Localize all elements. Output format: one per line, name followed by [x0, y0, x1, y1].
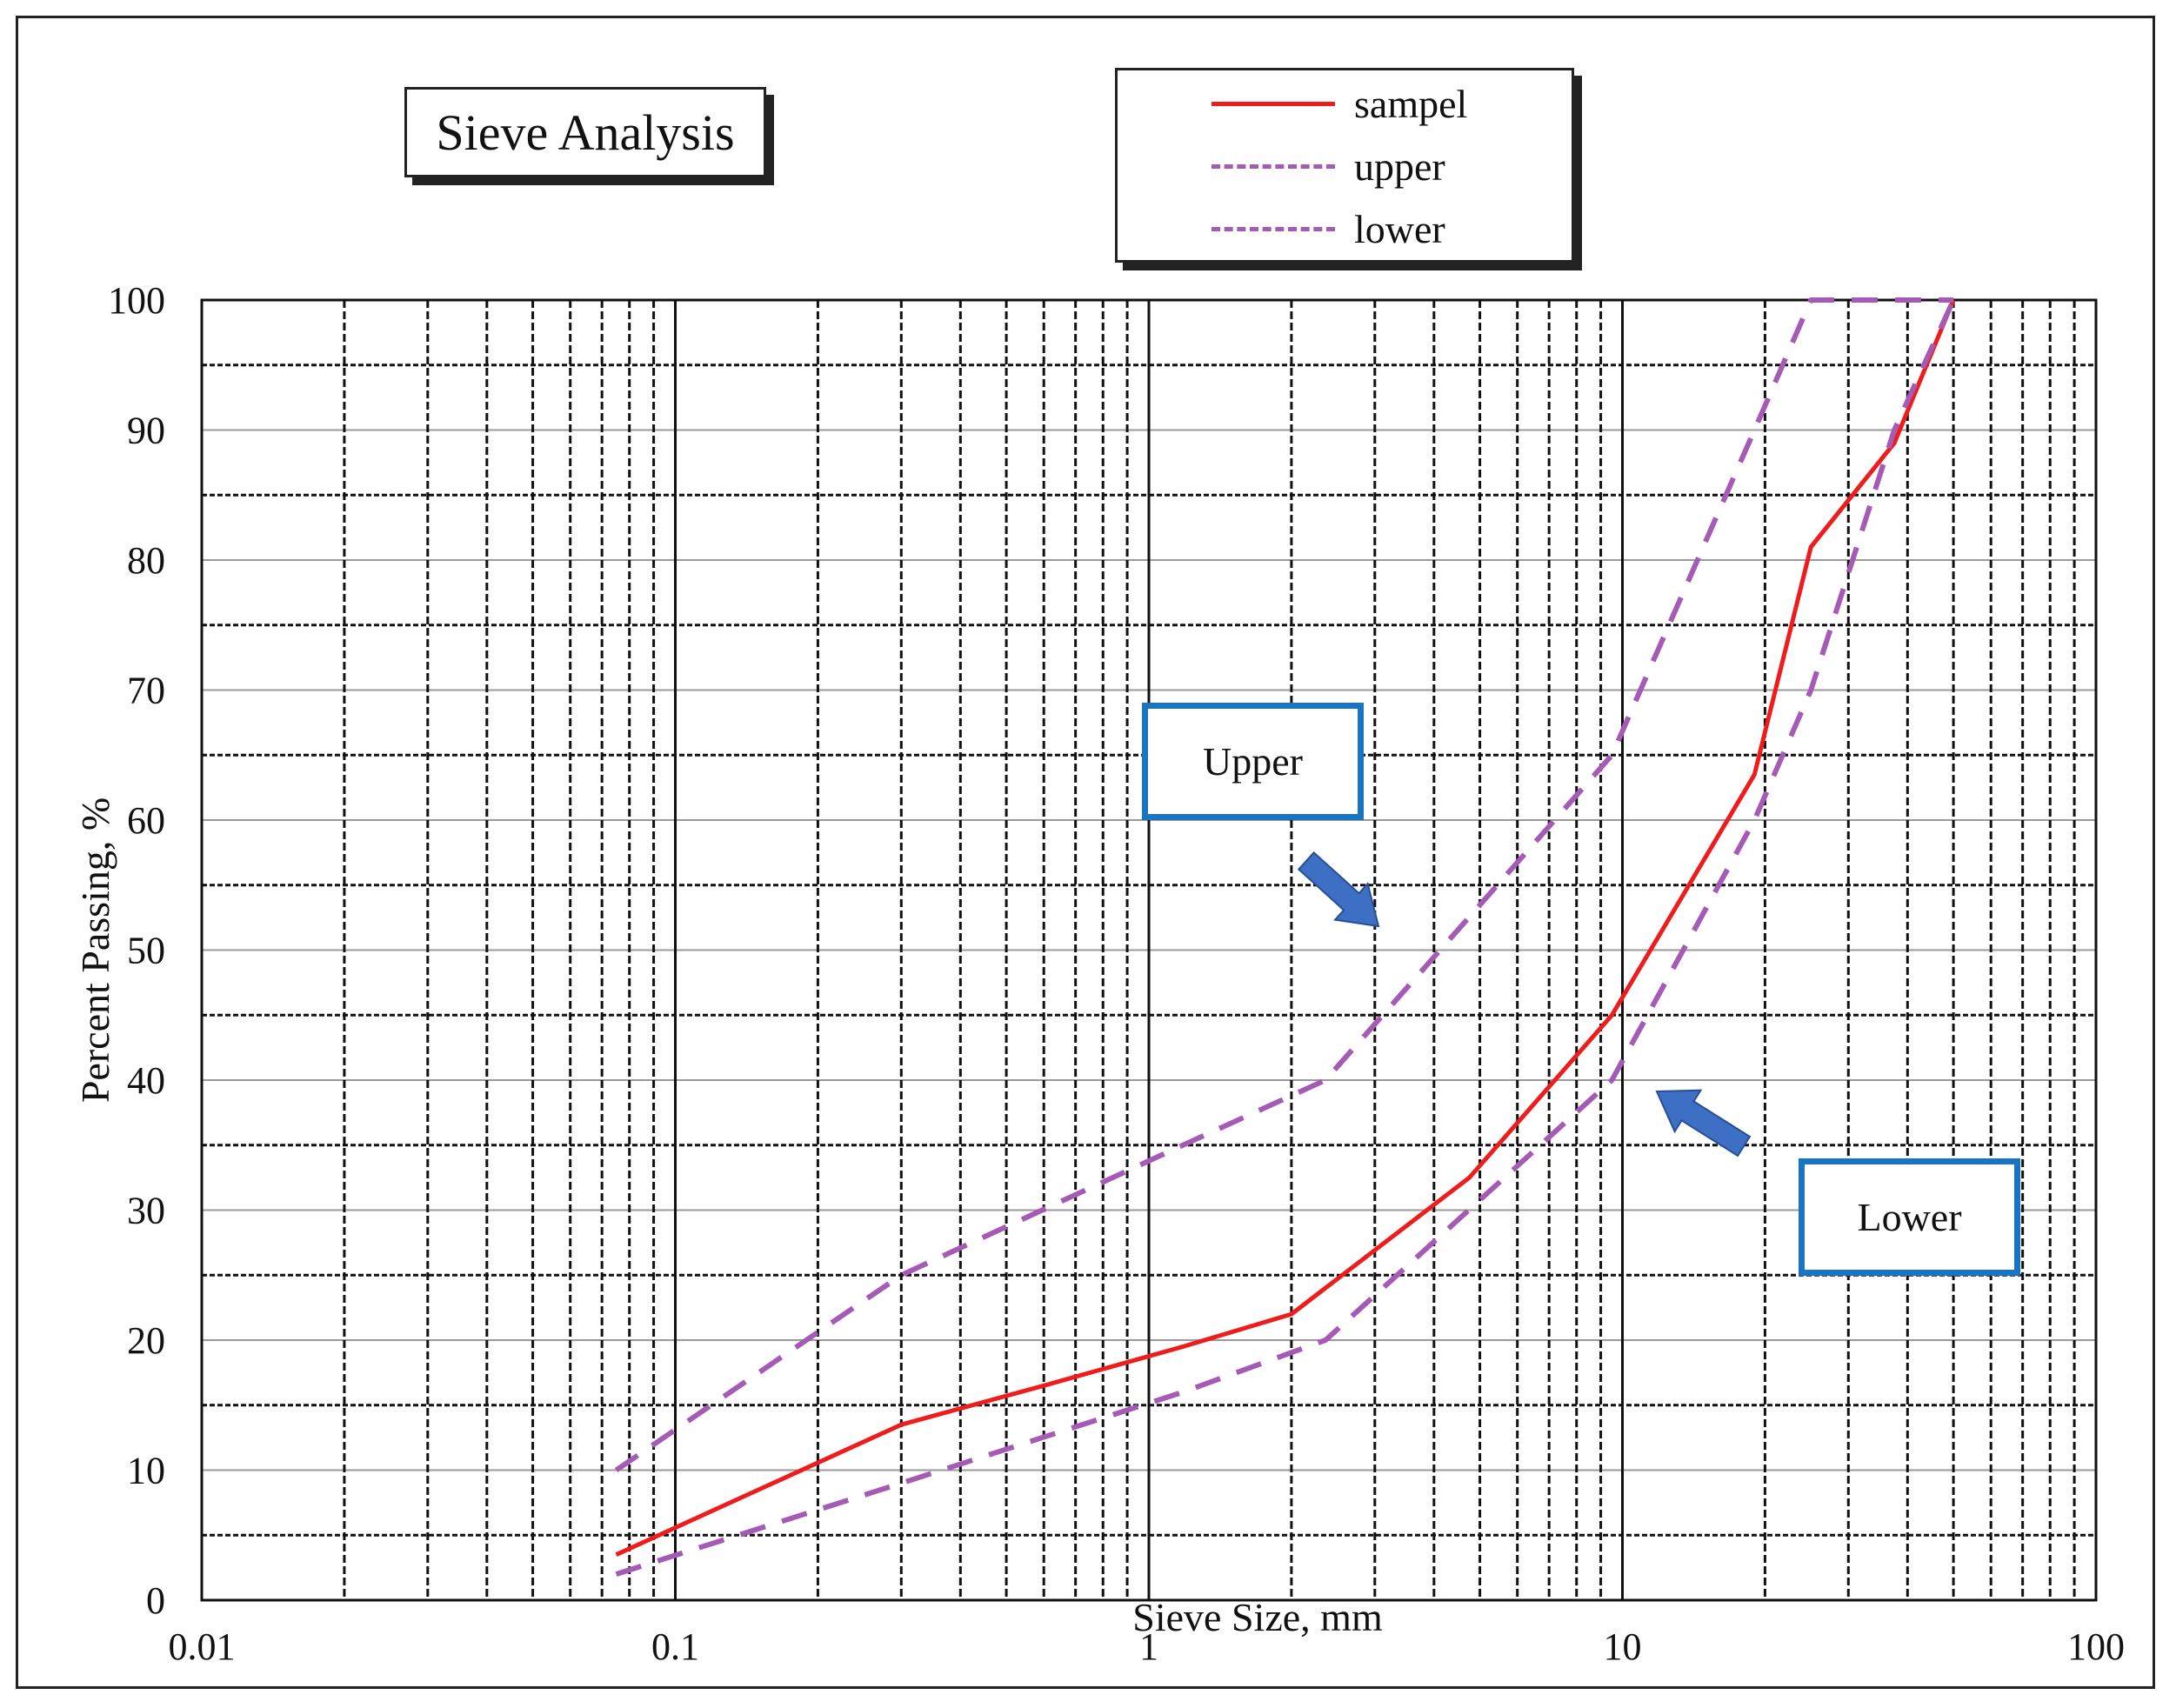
- y-tick-label: 50: [127, 930, 165, 972]
- x-tick-label: 100: [2067, 1625, 2125, 1668]
- legend-entry-upper: upper: [1118, 140, 1572, 192]
- legend-entry-lower: lower: [1118, 203, 1572, 255]
- upper-arrow-icon: [1297, 851, 1380, 928]
- y-tick-label: 10: [127, 1450, 165, 1492]
- callout-lower: Lower: [1799, 1158, 2020, 1276]
- x-tick-label: 0.01: [169, 1625, 236, 1668]
- y-tick-label: 0: [146, 1579, 165, 1622]
- series-line-lower: [615, 298, 1956, 1577]
- x-axis-label: Sieve Size, mm: [1132, 1595, 1383, 1639]
- y-tick-label: 40: [127, 1059, 165, 1102]
- y-tick-label: 80: [127, 539, 165, 582]
- x-tick-label: 0.1: [651, 1625, 699, 1668]
- grid: [202, 300, 2096, 1600]
- chart-title-box: Sieve Analysis: [404, 87, 766, 177]
- x-tick-labels: 0.01 0.1 1 10 100: [169, 1625, 2126, 1668]
- y-tick-label: 100: [108, 279, 165, 322]
- chart-title: Sieve Analysis: [436, 103, 735, 161]
- y-tick-label: 30: [127, 1190, 165, 1232]
- callout-lower-label: Lower: [1857, 1195, 1962, 1239]
- y-tick-label: 90: [127, 410, 165, 452]
- legend-swatch-sampel: [1211, 101, 1335, 106]
- y-tick-label: 70: [127, 670, 165, 712]
- legend-entry-sampel: sampel: [1118, 77, 1572, 130]
- callout-upper-label: Upper: [1203, 739, 1303, 784]
- legend-label-lower: lower: [1354, 206, 1445, 251]
- legend-swatch-upper: [1211, 163, 1335, 169]
- y-tick-label: 60: [127, 799, 165, 842]
- x-tick-label: 10: [1604, 1625, 1642, 1668]
- callout-arrows: [1297, 851, 1752, 1158]
- y-tick-labels: 0 10 20 30 40 50 60 70 80 90 100: [108, 279, 165, 1622]
- y-tick-label: 20: [127, 1319, 165, 1362]
- lower-arrow-icon: [1655, 1089, 1752, 1158]
- series-layer: [614, 297, 1956, 1577]
- series-line-sampel: [615, 299, 1956, 1557]
- series-line-upper: [614, 297, 1954, 1472]
- legend-label-sampel: sampel: [1354, 81, 1468, 126]
- x-tick-label: 1: [1139, 1625, 1158, 1668]
- legend-label-upper: upper: [1354, 143, 1445, 189]
- plot-border: [200, 298, 2098, 1602]
- chart-frame: [16, 16, 2155, 1689]
- y-axis-label: Percent Passing, %: [73, 797, 117, 1103]
- legend: sampel upper lower: [1115, 68, 1574, 263]
- callout-upper: Upper: [1142, 703, 1364, 820]
- legend-swatch-lower: [1211, 226, 1335, 231]
